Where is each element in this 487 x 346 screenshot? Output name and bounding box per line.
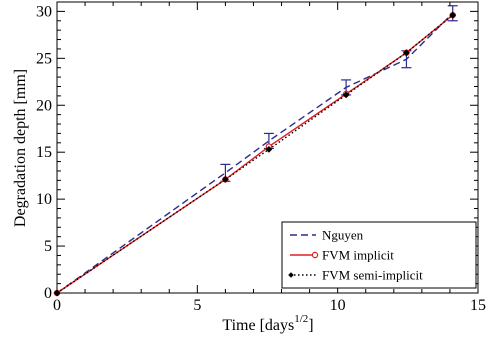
series-line-0	[56, 12, 454, 294]
x-tick-label-2: 10	[330, 297, 346, 314]
x-axis-label: Time [days1/2]	[222, 313, 313, 334]
y-tick-label-2: 10	[36, 191, 52, 208]
x-tick-label-0: 0	[53, 297, 61, 314]
x-axis-label-end: ]	[308, 317, 313, 334]
x-axis-label-sup: 1/2	[294, 313, 308, 325]
plot-area	[53, 5, 458, 297]
y-tick-label-3: 15	[36, 144, 52, 161]
legend-marker-1	[311, 251, 319, 259]
data-point	[403, 49, 410, 57]
legend: Nguyen FVM implicit FVM semi-implicit	[281, 221, 477, 289]
x-tick-label-3: 15	[470, 297, 486, 314]
plot-frame	[56, 1, 479, 294]
data-point	[265, 146, 273, 153]
y-tick-label-6: 30	[36, 3, 52, 20]
data-point	[222, 176, 229, 183]
y-tick-label-0: 0	[44, 285, 52, 302]
x-axis-label-main: Time [days	[222, 317, 294, 334]
data-point	[342, 91, 350, 99]
legend-label-1: FVM implicit	[322, 248, 394, 263]
legend-label-2: FVM semi-implicit	[322, 268, 423, 283]
y-tick-label-5: 25	[36, 50, 52, 67]
series-line-2	[56, 14, 454, 294]
y-tick-label-4: 20	[36, 97, 52, 114]
x-tick-label-1: 5	[193, 297, 201, 314]
legend-marker-2	[288, 272, 294, 278]
data-point	[449, 11, 457, 19]
y-tick-label-1: 5	[44, 238, 52, 255]
legend-label-0: Nguyen	[322, 228, 364, 243]
axes: 0 5 10 15 0 5 10 15 20 25 30	[36, 1, 486, 314]
y-axis-label: Degradation depth [mm]	[12, 69, 29, 227]
